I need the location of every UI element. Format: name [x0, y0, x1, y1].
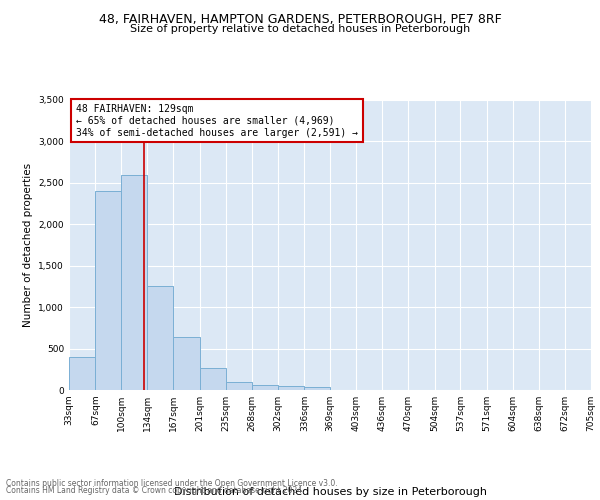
- Text: Contains HM Land Registry data © Crown copyright and database right 2024.: Contains HM Land Registry data © Crown c…: [6, 486, 305, 495]
- Bar: [226, 382, 251, 390]
- Bar: [121, 174, 148, 390]
- Bar: [95, 191, 121, 390]
- Bar: [148, 286, 173, 390]
- Text: Contains public sector information licensed under the Open Government Licence v3: Contains public sector information licen…: [6, 478, 338, 488]
- Text: 48 FAIRHAVEN: 129sqm
← 65% of detached houses are smaller (4,969)
34% of semi-de: 48 FAIRHAVEN: 129sqm ← 65% of detached h…: [76, 104, 358, 138]
- Text: 48, FAIRHAVEN, HAMPTON GARDENS, PETERBOROUGH, PE7 8RF: 48, FAIRHAVEN, HAMPTON GARDENS, PETERBOR…: [98, 12, 502, 26]
- Text: Size of property relative to detached houses in Peterborough: Size of property relative to detached ho…: [130, 24, 470, 34]
- Bar: [304, 386, 330, 390]
- X-axis label: Distribution of detached houses by size in Peterborough: Distribution of detached houses by size …: [173, 487, 487, 497]
- Bar: [251, 385, 278, 390]
- Bar: [173, 337, 199, 390]
- Y-axis label: Number of detached properties: Number of detached properties: [23, 163, 33, 327]
- Bar: [278, 386, 304, 390]
- Bar: [69, 357, 95, 390]
- Bar: [199, 368, 226, 390]
